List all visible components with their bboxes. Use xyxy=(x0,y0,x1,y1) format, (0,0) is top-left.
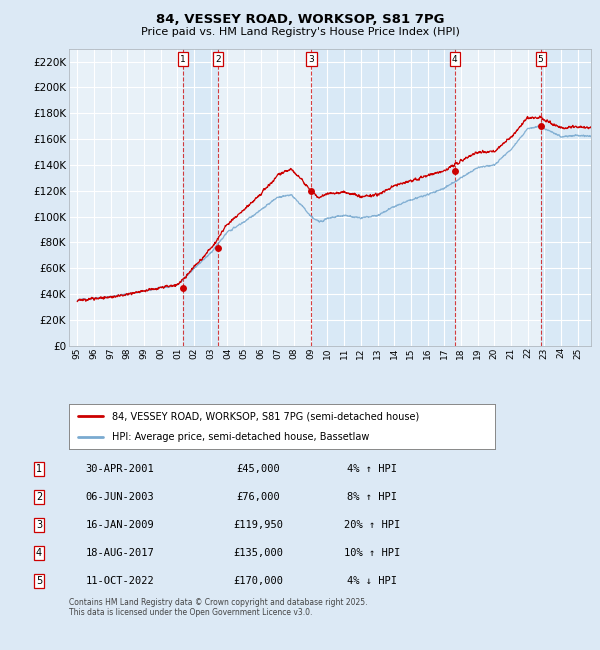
Text: £76,000: £76,000 xyxy=(236,492,280,502)
Text: HPI: Average price, semi-detached house, Bassetlaw: HPI: Average price, semi-detached house,… xyxy=(112,432,369,443)
Bar xyxy=(541,49,591,346)
Bar xyxy=(183,49,218,346)
Text: 20% ↑ HPI: 20% ↑ HPI xyxy=(344,520,400,530)
Bar xyxy=(311,49,455,346)
Text: Contains HM Land Registry data © Crown copyright and database right 2025.
This d: Contains HM Land Registry data © Crown c… xyxy=(69,598,367,618)
Text: 4: 4 xyxy=(452,55,458,64)
Text: 30-APR-2001: 30-APR-2001 xyxy=(86,464,154,474)
Text: 84, VESSEY ROAD, WORKSOP, S81 7PG (semi-detached house): 84, VESSEY ROAD, WORKSOP, S81 7PG (semi-… xyxy=(112,411,419,421)
Text: £135,000: £135,000 xyxy=(233,548,283,558)
Text: 06-JUN-2003: 06-JUN-2003 xyxy=(86,492,154,502)
Text: 5: 5 xyxy=(538,55,544,64)
Text: £119,950: £119,950 xyxy=(233,520,283,530)
Text: 1: 1 xyxy=(36,464,42,474)
Text: 18-AUG-2017: 18-AUG-2017 xyxy=(86,548,154,558)
Text: 10% ↑ HPI: 10% ↑ HPI xyxy=(344,548,400,558)
Text: 5: 5 xyxy=(36,576,42,586)
Text: 84, VESSEY ROAD, WORKSOP, S81 7PG: 84, VESSEY ROAD, WORKSOP, S81 7PG xyxy=(156,13,444,26)
Text: £45,000: £45,000 xyxy=(236,464,280,474)
Text: 16-JAN-2009: 16-JAN-2009 xyxy=(86,520,154,530)
Text: 2: 2 xyxy=(215,55,221,64)
Text: 1: 1 xyxy=(180,55,186,64)
Text: 8% ↑ HPI: 8% ↑ HPI xyxy=(347,492,397,502)
Text: 4% ↑ HPI: 4% ↑ HPI xyxy=(347,464,397,474)
Text: 11-OCT-2022: 11-OCT-2022 xyxy=(86,576,154,586)
Text: 4: 4 xyxy=(36,548,42,558)
Text: 3: 3 xyxy=(36,520,42,530)
Text: 3: 3 xyxy=(308,55,314,64)
Text: 2: 2 xyxy=(36,492,42,502)
Text: £170,000: £170,000 xyxy=(233,576,283,586)
Text: Price paid vs. HM Land Registry's House Price Index (HPI): Price paid vs. HM Land Registry's House … xyxy=(140,27,460,37)
Text: 4% ↓ HPI: 4% ↓ HPI xyxy=(347,576,397,586)
